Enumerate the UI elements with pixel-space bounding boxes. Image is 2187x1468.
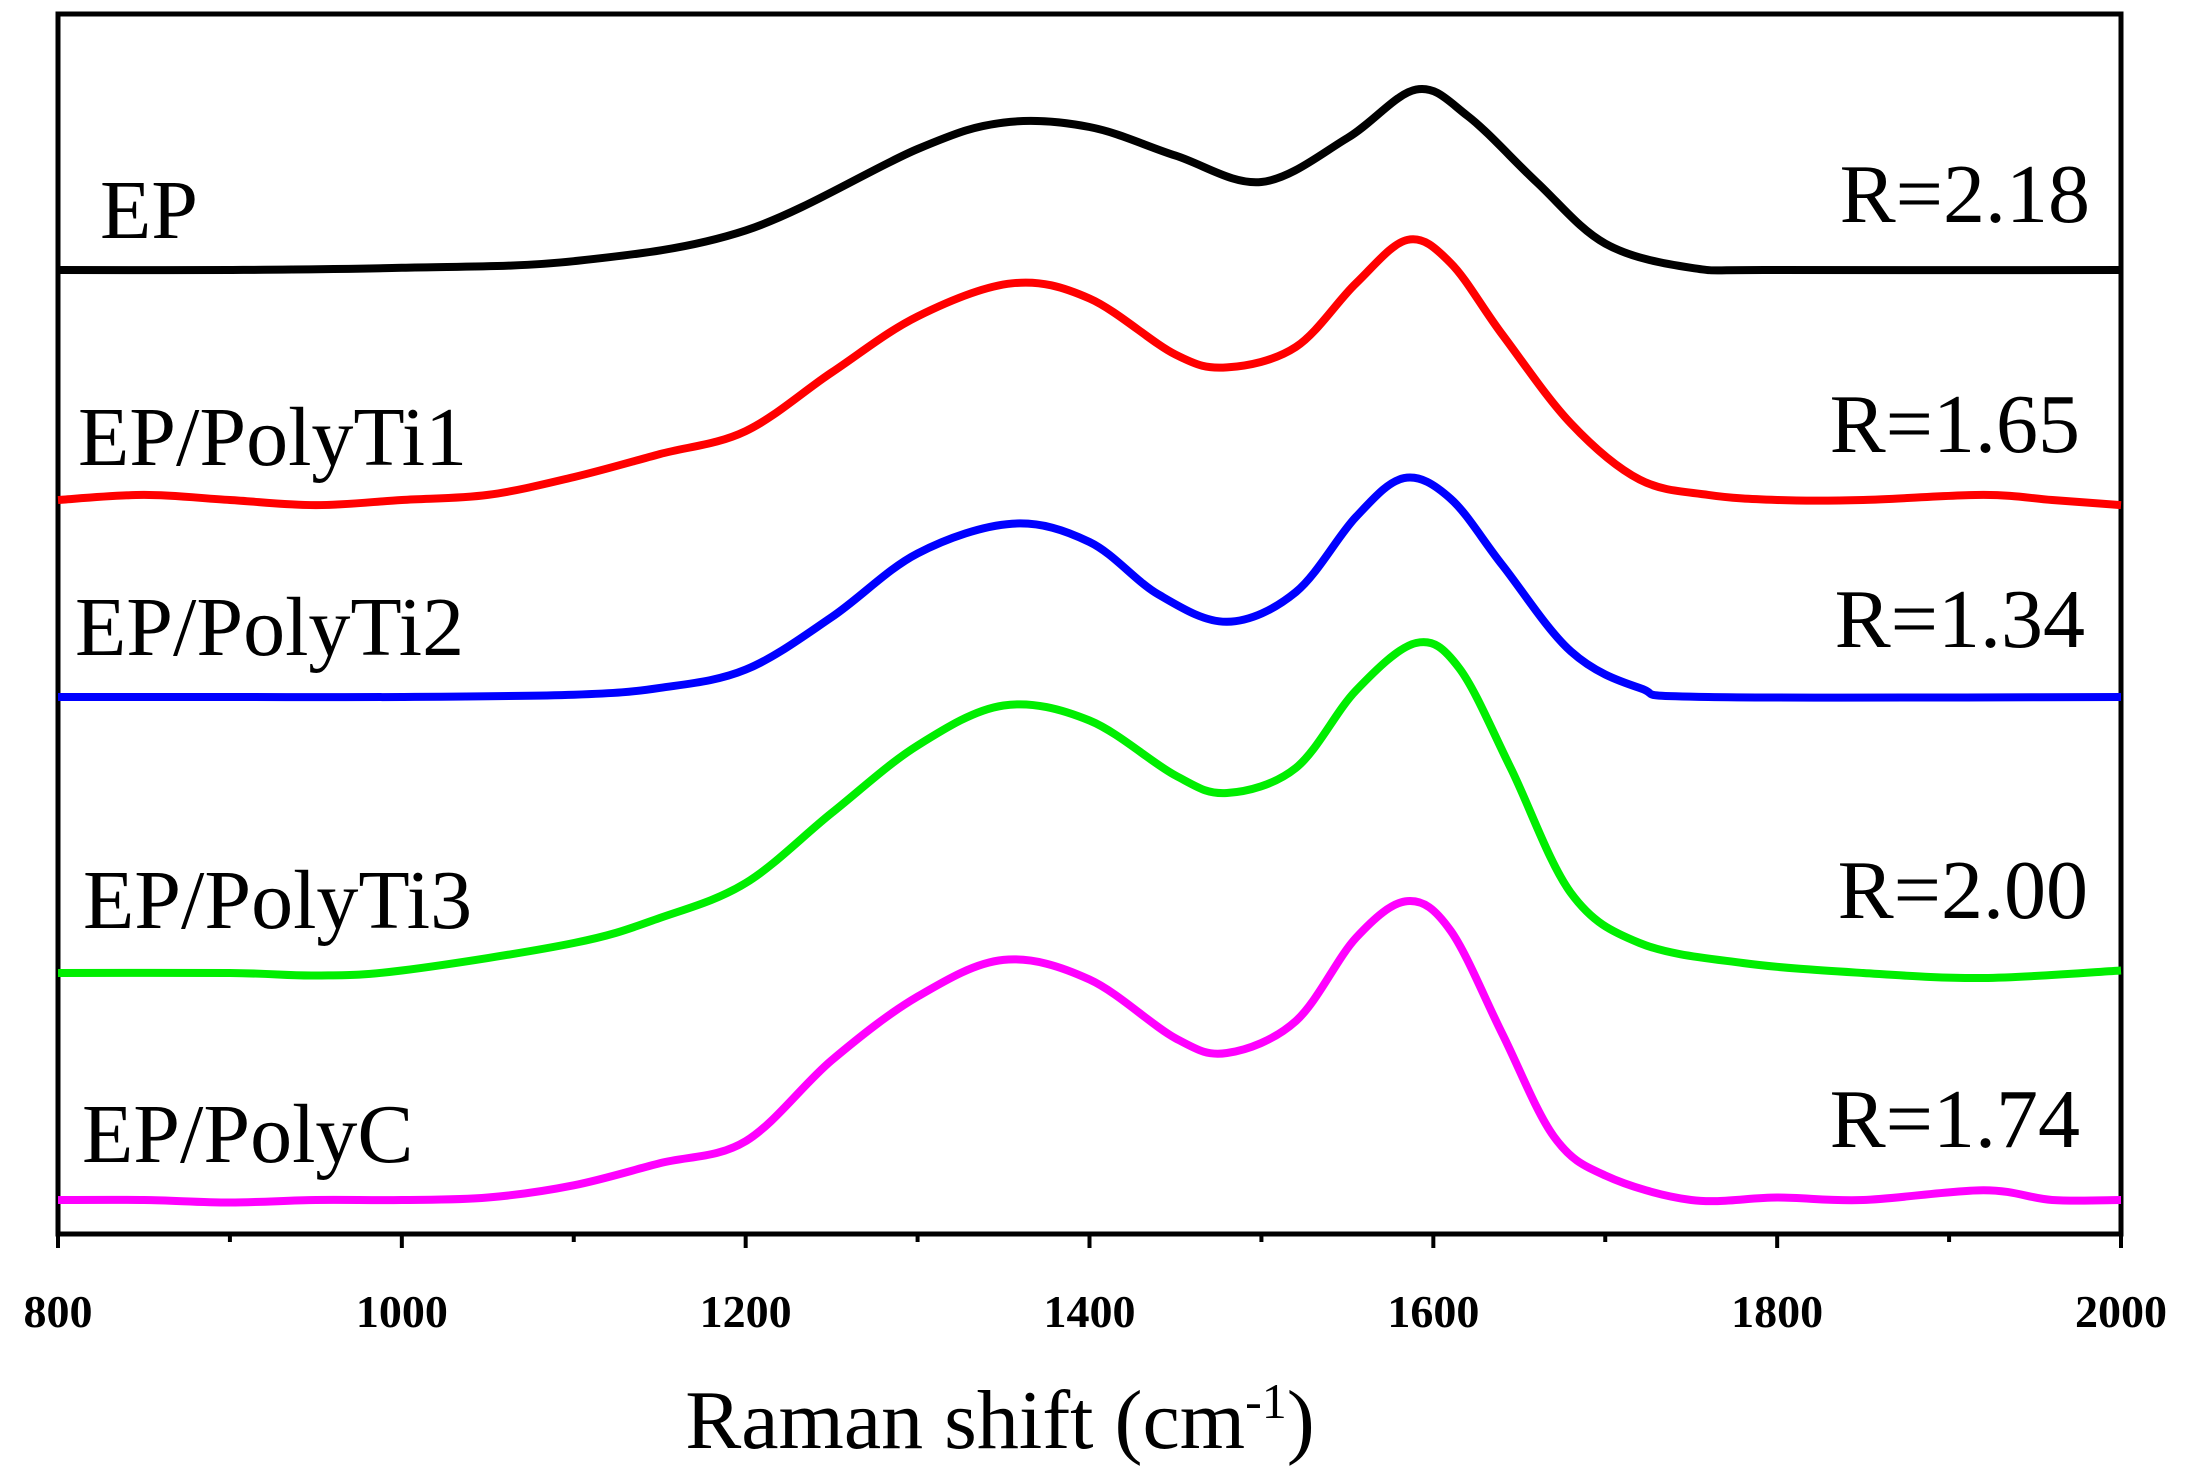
x-tick-label: 1400 [1044, 1286, 1136, 1337]
ratio-label-ep-polyc: R=1.74 [1830, 1073, 2080, 1166]
series-line-ep-polyti2 [57, 473, 2122, 702]
x-tick-label: 2000 [2075, 1286, 2167, 1337]
x-tick-label: 800 [24, 1286, 93, 1337]
ratio-label-ep-polyti3: R=2.00 [1838, 844, 2088, 937]
ratio-label-ep-polyti2: R=1.34 [1835, 573, 2085, 666]
series-line-ep-polyc [57, 897, 2122, 1207]
x-axis-title-superscript: -1 [1245, 1373, 1287, 1429]
x-axis-title: Raman shift (cm-1) [685, 1373, 1315, 1467]
series-label-ep-polyti2: EP/PolyTi2 [75, 581, 464, 674]
x-axis-ticks: 800 1000 1200 1400 1600 1800 2000 [24, 1234, 2167, 1337]
x-tick-label: 1600 [1387, 1286, 1479, 1337]
x-axis-title-main: Raman shift (cm [685, 1374, 1245, 1467]
x-tick-label: 1200 [700, 1286, 792, 1337]
series-line-ep-polyti1 [57, 235, 2122, 510]
series-line-ep-polyti3 [57, 638, 2122, 983]
x-tick-label: 1800 [1731, 1286, 1823, 1337]
x-tick-label: 1000 [356, 1286, 448, 1337]
series-label-ep-polyc: EP/PolyC [82, 1088, 413, 1181]
ratio-label-ep-polyti1: R=1.65 [1830, 378, 2080, 471]
series-line-ep [57, 85, 2122, 275]
x-axis-title-suffix: ) [1287, 1374, 1315, 1467]
ratio-label-ep: R=2.18 [1840, 148, 2090, 241]
series-label-ep: EP [100, 164, 198, 257]
series-group [57, 85, 2122, 1207]
series-label-ep-polyti1: EP/PolyTi1 [78, 391, 467, 484]
labels-group: EP R=2.18 EP/PolyTi1 R=1.65 EP/PolyTi2 R=1.34… [75, 148, 2090, 1181]
series-label-ep-polyti3: EP/PolyTi3 [83, 854, 472, 947]
